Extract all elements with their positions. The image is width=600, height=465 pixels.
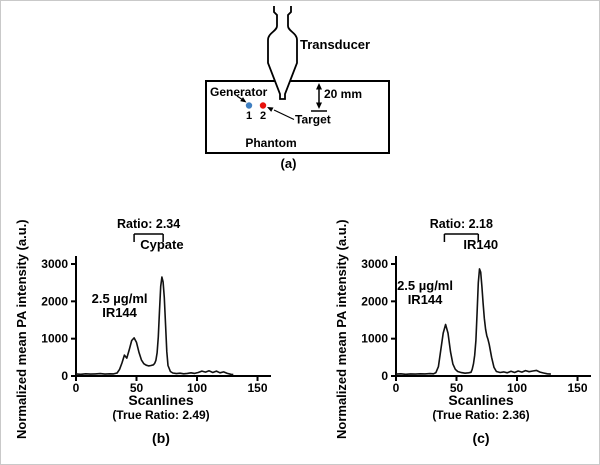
chart-c-ylabel: Normalized mean PA intensity (a.u.) [334,219,349,439]
target-label: Target [295,113,331,127]
chart-b-true-ratio: (True Ratio: 2.49) [112,408,210,422]
x-tick-label: 150 [568,381,588,395]
x-tick-label: 100 [507,381,527,395]
panel-a-caption: (a) [280,156,297,171]
chart-c-true-ratio: (True Ratio: 2.36) [432,408,530,422]
x-tick-label: 0 [393,381,400,395]
pa-intensity-trace [395,268,551,376]
chart-c-plot: 0 1000 2000 3000 0 50 100 150 Ratio: 2.18 2.5 µg/… [361,217,591,395]
transducer-label: Transducer [300,37,370,52]
target-arrow-icon [267,107,274,112]
y-tick-label: 1000 [361,332,388,346]
panel-b-caption: (b) [152,430,170,446]
y-tick-label: 2000 [361,294,388,308]
pa-intensity-trace [75,276,234,376]
y-tick-label: 3000 [361,257,388,271]
x-tick-label: 50 [130,381,144,395]
chart-c-xlabel: Scanlines [448,392,514,408]
ratio-label: Ratio: 2.34 [117,217,180,231]
point2-dot [259,102,267,109]
point1-dot [245,102,253,109]
panel-c-caption: (c) [472,430,490,446]
depth-label: 20 mm [324,87,362,101]
peak-label: 2.5 µg/ml [92,291,148,306]
x-tick-label: 150 [248,381,268,395]
setup-diagram: Transducer Generator 20 mm Target 1 2 Ph… [205,6,390,154]
generator-arrow-line [236,95,243,100]
point1-label: 1 [246,110,252,122]
chart-b-ylabel: Normalized mean PA intensity (a.u.) [14,219,29,439]
peak-label: Cypate [140,237,183,252]
generator-label: Generator [210,85,268,99]
depth-arrow-down-icon [316,102,322,109]
chart-b-xlabel: Scanlines [128,392,194,408]
diagram-panel: Transducer Generator 20 mm Target 1 2 Ph… [196,6,411,178]
depth-arrow-up-icon [316,83,322,90]
generator-arrow-icon [240,97,247,103]
y-tick-label: 1000 [41,332,68,346]
y-tick-label: 2000 [41,294,68,308]
peak-label: IR144 [408,292,443,307]
target-arrow-line [273,109,295,121]
transducer-shape [267,6,298,100]
ratio-label: Ratio: 2.18 [430,217,493,231]
x-tick-label: 50 [450,381,464,395]
peak-label: IR140 [463,237,498,252]
y-tick-label: 0 [381,369,388,383]
peak-label: 2.5 µg/ml [397,278,453,293]
y-tick-label: 0 [61,369,68,383]
x-tick-label: 100 [187,381,207,395]
point2-label: 2 [260,110,266,122]
phantom-box [205,80,390,154]
phantom-label: Phantom [245,136,296,150]
x-tick-label: 0 [73,381,80,395]
chart-b-plot: 0 1000 2000 3000 0 50 100 150 Ratio: 2.34 2.5 µg/… [41,217,271,395]
peak-label: IR144 [102,305,137,320]
y-tick-label: 3000 [41,257,68,271]
